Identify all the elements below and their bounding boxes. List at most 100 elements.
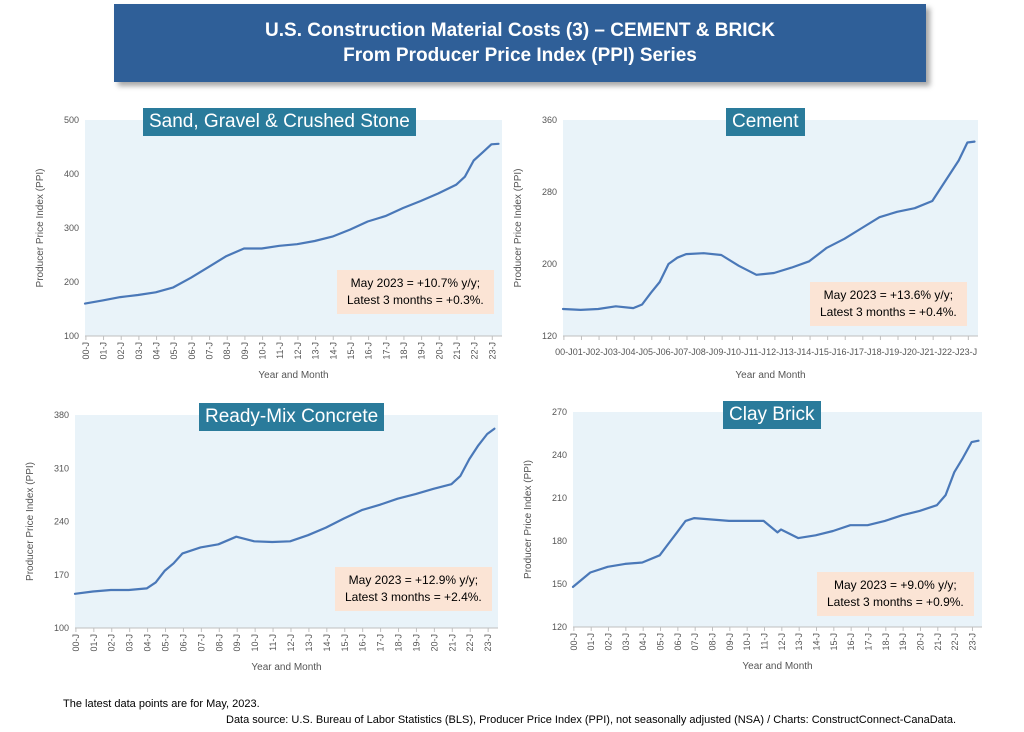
y-tick-label: 150	[552, 579, 567, 589]
x-tick-label: 12-J	[293, 342, 303, 360]
y-tick-label: 200	[64, 277, 79, 287]
stat-note-yoy: May 2023 = +10.7% y/y;	[350, 276, 481, 290]
y-tick-label: 280	[542, 187, 557, 197]
x-axis-label: Year and Month	[258, 370, 328, 381]
x-tick-label: 15-J	[819, 347, 837, 357]
x-tick-label: 11-J	[275, 342, 285, 359]
x-tick-label: 09-J	[240, 342, 250, 360]
x-tick-label: 07-J	[205, 342, 215, 360]
y-tick-label: 360	[542, 115, 557, 125]
x-tick-label: 19-J	[889, 347, 907, 357]
chart-title: Cement	[726, 108, 805, 136]
stat-note-3m: Latest 3 months = +0.4%.	[820, 305, 957, 319]
x-tick-label: 23-J	[967, 633, 977, 651]
stat-note-box: May 2023 = +13.6% y/y; Latest 3 months =…	[810, 282, 967, 326]
x-tick-label: 16-J	[358, 634, 368, 652]
x-tick-label: 18-J	[394, 634, 404, 652]
stat-note-yoy: May 2023 = +12.9% y/y;	[348, 573, 479, 587]
x-tick-label: 22-J	[470, 342, 480, 360]
x-tick-label: 06-J	[661, 347, 679, 357]
x-tick-label: 17-J	[376, 634, 386, 652]
x-tick-label: 12-J	[777, 633, 787, 651]
series-line	[73, 427, 496, 595]
y-tick-label: 210	[552, 493, 567, 503]
y-tick-label: 270	[552, 407, 567, 417]
latest-data-note: The latest data points are for May, 2023…	[63, 698, 260, 710]
y-tick-label: 100	[64, 331, 79, 341]
y-tick-label: 120	[542, 331, 557, 341]
chart-panel-sand-gravel: 100 200 300 400 500 00-J 01-J 02-J 03-J 04-J 05-J 0…	[30, 100, 530, 390]
y-tick-label: 500	[64, 115, 79, 125]
x-axis-label: Year and Month	[251, 662, 321, 673]
x-tick-label: 00-J	[81, 342, 91, 360]
x-tick-label: 13-J	[794, 633, 804, 651]
x-tick-label: 05-J	[161, 634, 171, 652]
x-tick-label: 00-J	[555, 347, 573, 357]
x-tick-label: 05-J	[656, 633, 666, 651]
x-tick-label: 08-J	[708, 633, 718, 651]
x-tick-label: 13-J	[311, 342, 321, 360]
x-tick-label: 15-J	[340, 634, 350, 652]
y-tick-label: 200	[542, 259, 557, 269]
y-tick-label: 310	[54, 463, 69, 473]
y-tick-label: 380	[54, 410, 69, 420]
title-banner: U.S. Construction Material Costs (3) – C…	[114, 4, 926, 82]
x-axis-label: Year and Month	[735, 370, 805, 381]
y-tick-label: 240	[54, 517, 69, 527]
x-tick-label: 18-J	[399, 342, 409, 360]
chart-title: Ready-Mix Concrete	[199, 403, 385, 431]
x-tick-label: 23-J	[483, 634, 493, 652]
x-tick-label: 04-J	[152, 342, 162, 360]
chart-title: Clay Brick	[723, 401, 821, 429]
x-tick-label: 17-J	[854, 347, 872, 357]
x-tick-label: 08-J	[214, 634, 224, 652]
x-tick-label: 04-J	[625, 347, 643, 357]
x-tick-label: 21-J	[924, 347, 942, 357]
x-tick-label: 12-J	[766, 347, 784, 357]
x-tick-label: 11-J	[749, 347, 766, 357]
stat-note-3m: Latest 3 months = +0.9%.	[827, 595, 964, 609]
stat-note-box: May 2023 = +12.9% y/y; Latest 3 months =…	[335, 567, 492, 611]
x-tick-label: 20-J	[434, 342, 444, 360]
y-tick-label: 240	[552, 450, 567, 460]
x-tick-label: 14-J	[328, 342, 338, 360]
y-axis-label: Producer Price Index (PPI)	[25, 462, 36, 581]
x-tick-label: 19-J	[898, 633, 908, 651]
x-tick-label: 16-J	[846, 633, 856, 651]
x-tick-label: 18-J	[872, 347, 890, 357]
x-tick-label: 23-J	[960, 347, 978, 357]
x-tick-label: 00-J	[569, 633, 579, 651]
stat-note-yoy: May 2023 = +9.0% y/y;	[834, 578, 957, 592]
x-tick-label: 06-J	[187, 342, 197, 360]
x-tick-label: 03-J	[134, 342, 144, 360]
x-tick-label: 02-J	[107, 634, 117, 652]
x-tick-label: 04-J	[638, 633, 648, 651]
x-tick-label: 11-J	[268, 634, 278, 651]
x-tick-label: 02-J	[604, 633, 614, 651]
x-tick-label: 08-J	[696, 347, 714, 357]
x-tick-label: 16-J	[364, 342, 374, 360]
chart-svg-cement: 120 200 280 360 00-J 01-J 02-J 03-J 04-J 05-J 06-J…	[513, 115, 978, 381]
y-axis-label: Producer Price Index (PPI)	[35, 169, 46, 288]
x-axis-label: Year and Month	[742, 661, 812, 672]
x-tick-label: 03-J	[608, 347, 626, 357]
x-tick-label: 17-J	[863, 633, 873, 651]
x-tick-label: 01-J	[99, 342, 109, 360]
x-tick-label: 09-J	[232, 634, 242, 652]
x-tick-label: 15-J	[829, 633, 839, 651]
stat-note-3m: Latest 3 months = +0.3%.	[347, 293, 484, 307]
title-line-2: From Producer Price Index (PPI) Series	[343, 45, 697, 66]
x-tick-label: 10-J	[258, 342, 268, 360]
x-tick-label: 22-J	[942, 347, 960, 357]
x-tick-label: 21-J	[452, 342, 462, 360]
x-tick-label: 20-J	[915, 633, 925, 651]
x-tick-label: 05-J	[643, 347, 661, 357]
x-tick-label: 20-J	[907, 347, 925, 357]
x-tick-label: 21-J	[933, 633, 943, 651]
x-tick-label: 07-J	[678, 347, 696, 357]
chart-panel-cement: 120 200 280 360 00-J 01-J 02-J 03-J 04-J 05-J 06-J…	[513, 100, 1020, 390]
x-tick-label: 01-J	[89, 634, 99, 652]
x-tick-label: 00-J	[71, 634, 81, 652]
x-tick-label: 10-J	[731, 347, 749, 357]
x-tick-label: 19-J	[411, 634, 421, 652]
